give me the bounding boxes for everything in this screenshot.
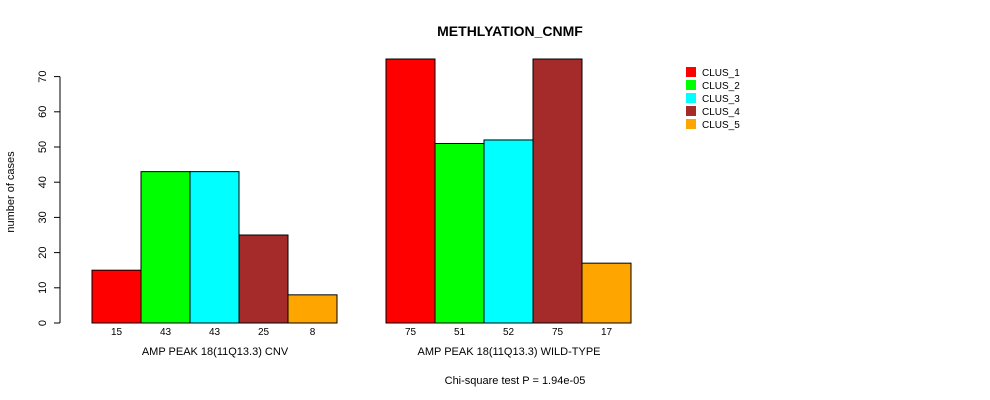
y-tick-label: 50 (37, 141, 49, 153)
bar-count-label: 17 (601, 327, 613, 338)
bar-count-label: 52 (503, 327, 515, 338)
bar-clus-5 (287, 294, 338, 324)
legend-swatch (686, 119, 696, 129)
y-tick-label: 30 (37, 211, 49, 223)
y-axis: 0 10 20 30 40 50 60 70 (37, 70, 61, 326)
legend-swatch (686, 93, 696, 103)
bar-clus-3 (189, 171, 240, 324)
bar-clus-2 (434, 142, 485, 324)
legend-swatch (686, 106, 696, 116)
y-tick-label: 70 (37, 70, 49, 82)
bar-count-label: 43 (209, 327, 221, 338)
x-category-label: AMP PEAK 18(11Q13.3) WILD-TYPE (418, 346, 601, 358)
y-tick-label: 10 (37, 282, 49, 294)
legend-swatch (686, 67, 696, 77)
y-tick-label: 60 (37, 106, 49, 118)
bar-count-label: 8 (310, 327, 316, 338)
bar-labels: 15 43 43 25 8 AMP PEAK 18(11Q13.3) CNV 75 51 52 7… (111, 327, 613, 358)
y-tick-label: 0 (37, 320, 49, 326)
bar-clus-2 (140, 171, 191, 324)
bar-count-label: 15 (111, 327, 123, 338)
legend: CLUS_1 CLUS_2 CLUS_3 CLUS_4 CLUS_5 (686, 67, 740, 131)
chart-title: METHLYATION_CNMF (437, 23, 583, 39)
legend-label: CLUS_2 (702, 81, 740, 92)
legend-label: CLUS_3 (702, 94, 740, 105)
y-tick-label: 20 (37, 246, 49, 258)
bar-clus-4 (532, 58, 583, 324)
y-tick-label: 40 (37, 176, 49, 188)
bar-count-label: 75 (405, 327, 417, 338)
legend-label: CLUS_4 (702, 107, 740, 118)
bar-count-label: 51 (454, 327, 466, 338)
bar-count-label: 75 (552, 327, 564, 338)
y-axis-label: number of cases (5, 151, 17, 233)
bars (91, 58, 632, 324)
bar-clus-3 (483, 139, 534, 324)
chi-square-annotation: Chi-square test P = 1.94e-05 (445, 375, 586, 387)
legend-label: CLUS_5 (702, 120, 740, 131)
bar-count-label: 43 (160, 327, 172, 338)
x-category-label: AMP PEAK 18(11Q13.3) CNV (142, 346, 289, 358)
bar-clus-1 (385, 58, 436, 324)
bar-clus-1 (91, 269, 142, 324)
legend-label: CLUS_1 (702, 68, 740, 79)
bar-clus-5 (581, 262, 632, 324)
legend-swatch (686, 80, 696, 90)
bar-count-label: 25 (258, 327, 270, 338)
bar-clus-4 (238, 234, 289, 324)
